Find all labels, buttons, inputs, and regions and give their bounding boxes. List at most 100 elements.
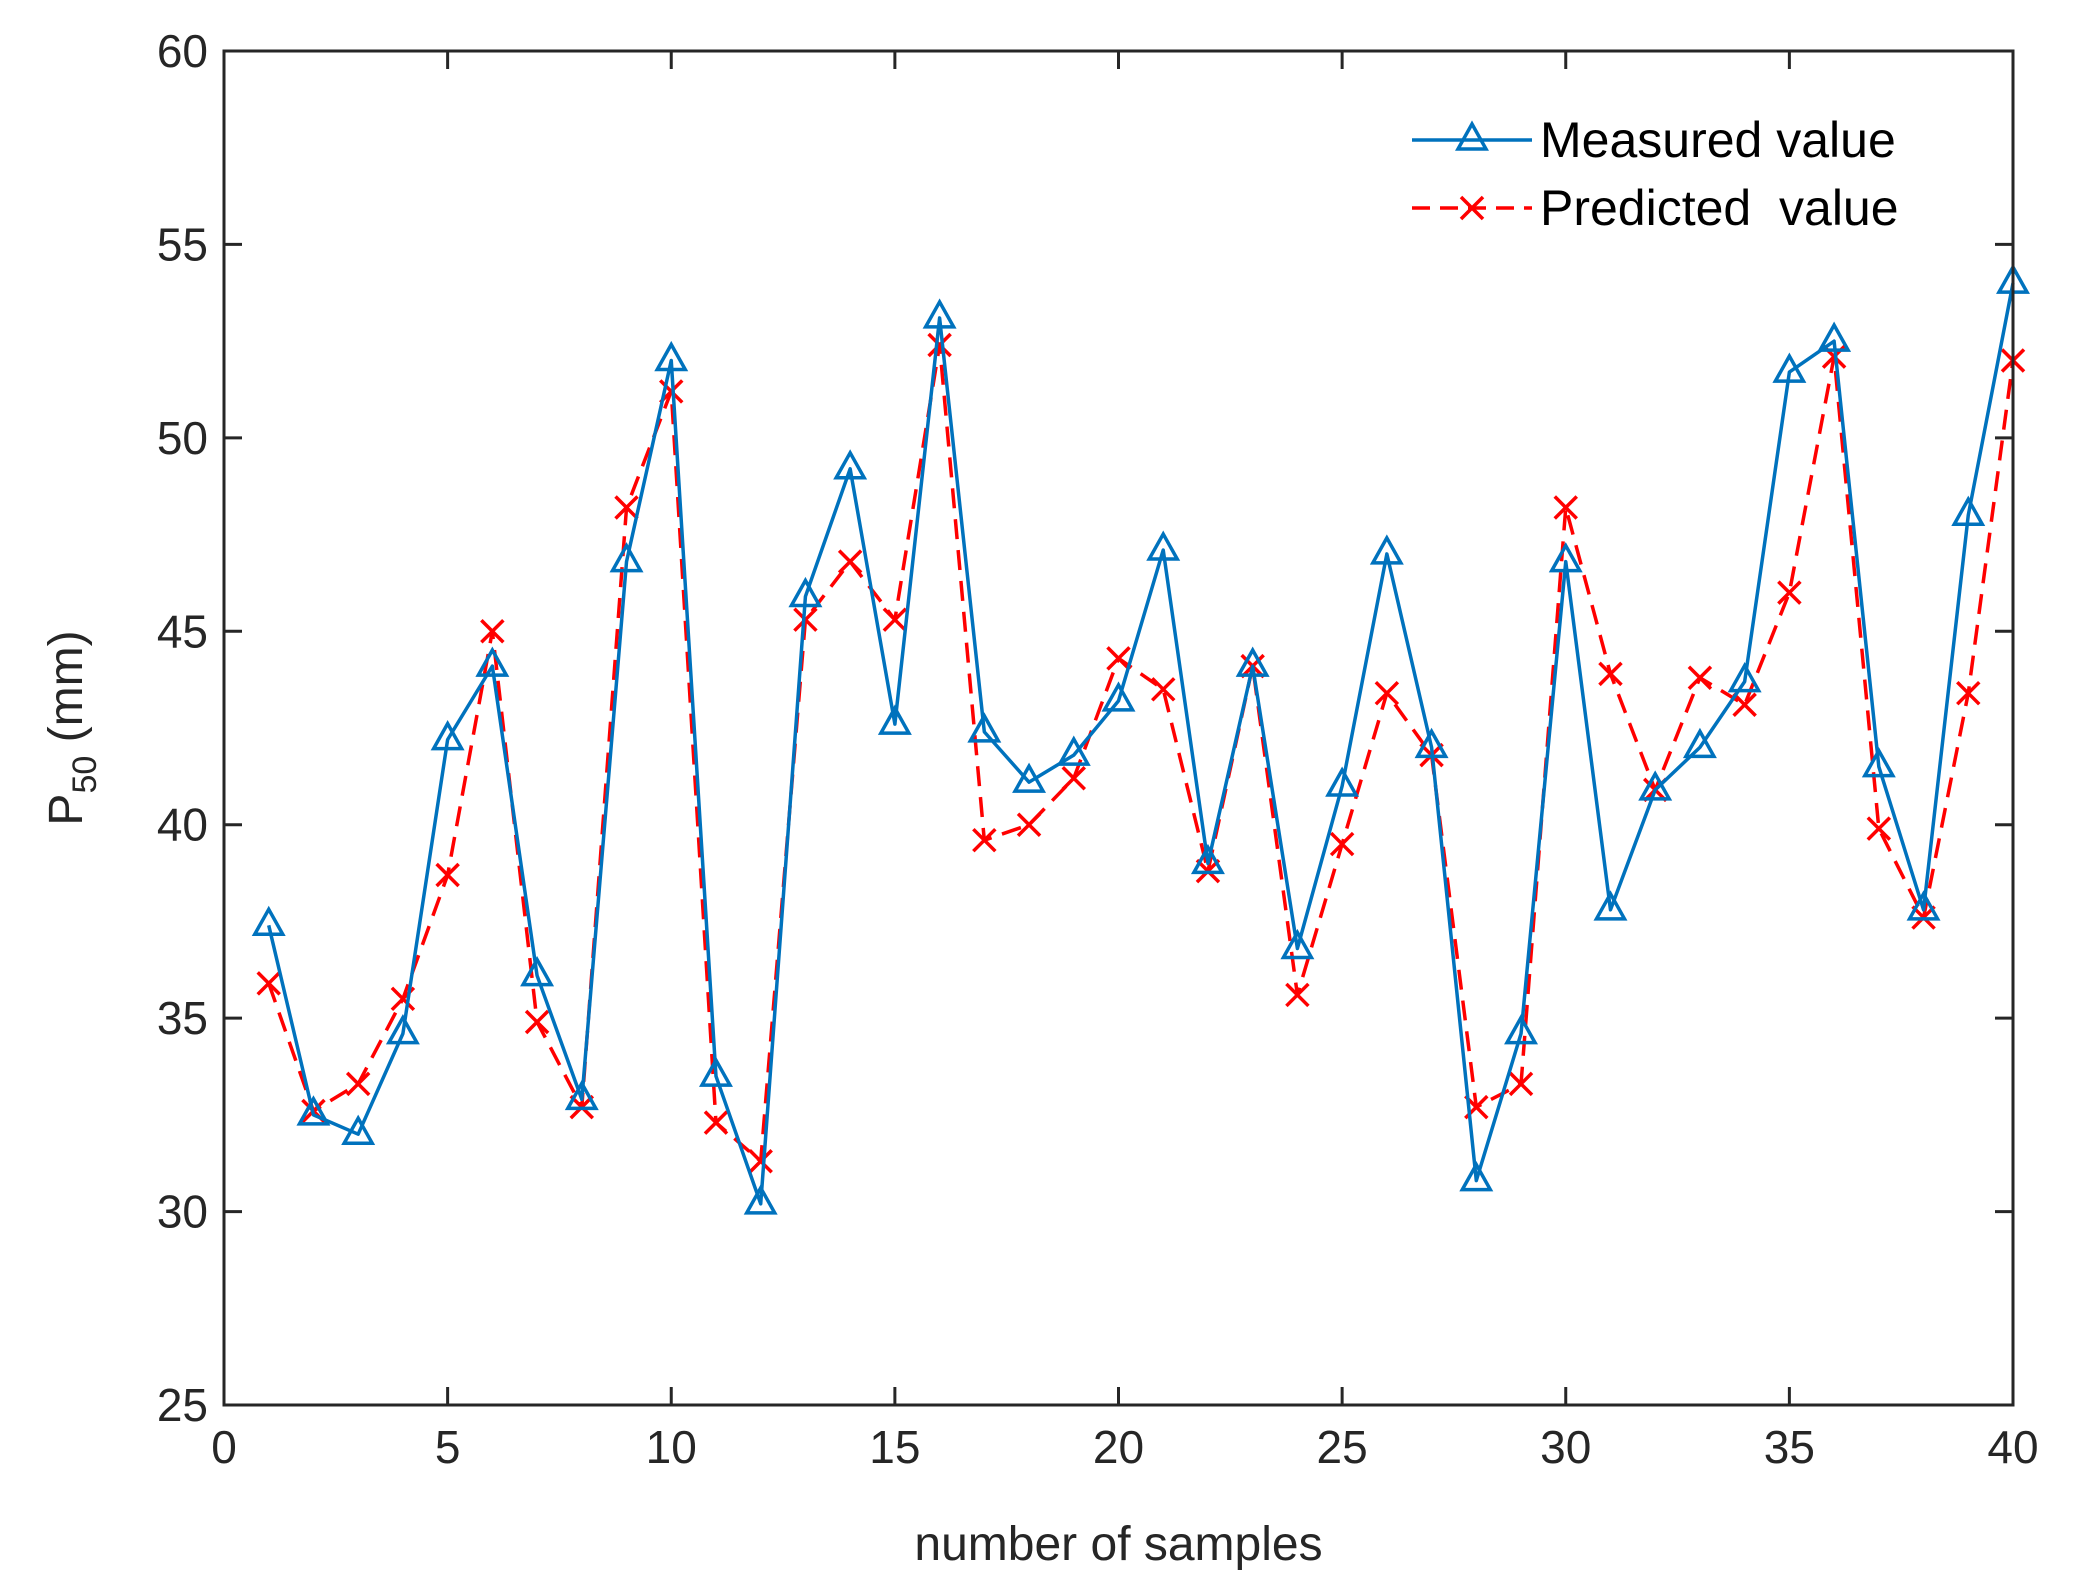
y-tick-label: 35	[157, 992, 208, 1044]
x-tick-label: 20	[1093, 1421, 1144, 1473]
data-point	[1056, 735, 1091, 766]
legend-measured-label: Measured value	[1540, 112, 1896, 168]
series-line	[267, 343, 2015, 1164]
y-tick-label: 60	[157, 25, 208, 77]
x-axis-label: number of samples	[914, 1518, 1322, 1571]
data-point	[1101, 681, 1136, 712]
data-point	[1727, 661, 1762, 693]
data-point	[882, 607, 908, 632]
data-point	[1682, 727, 1717, 759]
data-point	[1504, 1014, 1539, 1045]
data-point	[609, 542, 644, 573]
x-tick-label: 30	[1540, 1421, 1591, 1473]
data-point	[251, 905, 286, 937]
y-axis-label-unit: (mm)	[40, 630, 93, 755]
data-point	[703, 1110, 729, 1135]
data-point	[1861, 747, 1896, 778]
legend-predicted-marker	[1459, 195, 1485, 221]
data-point	[654, 340, 689, 372]
data-point	[1548, 542, 1583, 573]
legend-measured-marker	[1455, 120, 1489, 151]
series-line	[267, 282, 2015, 1206]
tick-labels: 0 5 10 15 20 25 30 35 40 25 30 35 40 45 50 55 60	[157, 25, 2039, 1473]
data-point	[1061, 766, 1087, 791]
data-point	[524, 1009, 550, 1035]
data-point	[1956, 680, 1981, 706]
data-point	[345, 1071, 371, 1097]
y-tick-label: 25	[157, 1379, 208, 1431]
data-point	[1772, 352, 1807, 383]
data-point	[698, 1056, 733, 1087]
y-axis-label-subscript: 50	[66, 756, 104, 794]
tick-marks	[222, 49, 2015, 1407]
x-tick-label: 0	[211, 1421, 237, 1473]
x-tick-label: 35	[1764, 1421, 1815, 1473]
data-point	[1732, 692, 1757, 718]
data-point	[435, 862, 460, 888]
series-layer	[251, 263, 2030, 1215]
data-point	[1866, 816, 1892, 841]
y-axis-label: P50 (mm)	[40, 630, 104, 825]
data-point	[1329, 831, 1355, 857]
data-point	[833, 449, 868, 480]
data-point	[1638, 770, 1673, 801]
data-point	[1777, 580, 1802, 605]
data-point	[430, 720, 465, 751]
data-point	[1016, 812, 1042, 837]
data-point	[1553, 495, 1578, 520]
data-point	[614, 495, 639, 520]
legend-predicted-label: Predicted value	[1540, 180, 1899, 236]
data-point	[385, 1014, 420, 1045]
data-point	[296, 1095, 331, 1126]
x-tick-label: 40	[1987, 1421, 2038, 1473]
data-point	[1593, 890, 1628, 921]
data-point	[256, 971, 281, 996]
x-tick-label: 10	[646, 1421, 697, 1473]
x-tick-label: 5	[435, 1421, 461, 1473]
y-tick-label: 40	[157, 799, 208, 851]
plot-area-frame	[222, 49, 2015, 1407]
y-tick-label: 45	[157, 605, 208, 657]
data-point	[475, 646, 510, 677]
x-tick-label: 15	[869, 1421, 920, 1473]
data-point	[1459, 1161, 1494, 1192]
data-point	[1508, 1071, 1534, 1097]
data-point	[1012, 762, 1047, 793]
y-axis-label-main: P	[40, 794, 93, 826]
data-point	[972, 827, 997, 853]
data-point	[743, 1184, 778, 1215]
series-predicted	[256, 332, 2026, 1174]
data-point	[1817, 321, 1852, 352]
data-point	[480, 619, 505, 644]
data-point	[1235, 646, 1270, 677]
data-point	[1906, 890, 1941, 921]
legend: Measured value Predicted value	[1412, 112, 1899, 236]
data-point	[1146, 530, 1181, 561]
data-point	[1369, 534, 1404, 565]
data-point	[1687, 665, 1713, 690]
data-point	[877, 704, 912, 735]
series-measured	[251, 263, 2030, 1215]
data-point	[1280, 928, 1315, 960]
data-point	[837, 549, 863, 574]
data-point	[520, 956, 555, 987]
data-point	[1325, 766, 1360, 797]
data-point	[922, 298, 957, 329]
y-tick-label: 50	[157, 412, 208, 464]
data-point	[1598, 661, 1623, 687]
data-point	[1190, 843, 1225, 875]
data-point	[927, 332, 952, 358]
data-point	[1106, 646, 1131, 671]
data-point	[967, 712, 1002, 743]
data-point	[1150, 677, 1176, 702]
data-point	[788, 576, 823, 608]
y-tick-label: 30	[157, 1186, 208, 1238]
data-point	[564, 1079, 599, 1111]
data-point	[1285, 982, 1310, 1008]
x-tick-label: 25	[1317, 1421, 1368, 1473]
data-point	[1374, 680, 1400, 706]
y-tick-label: 55	[157, 218, 208, 270]
data-point	[1951, 495, 1986, 526]
data-point	[748, 1149, 773, 1174]
